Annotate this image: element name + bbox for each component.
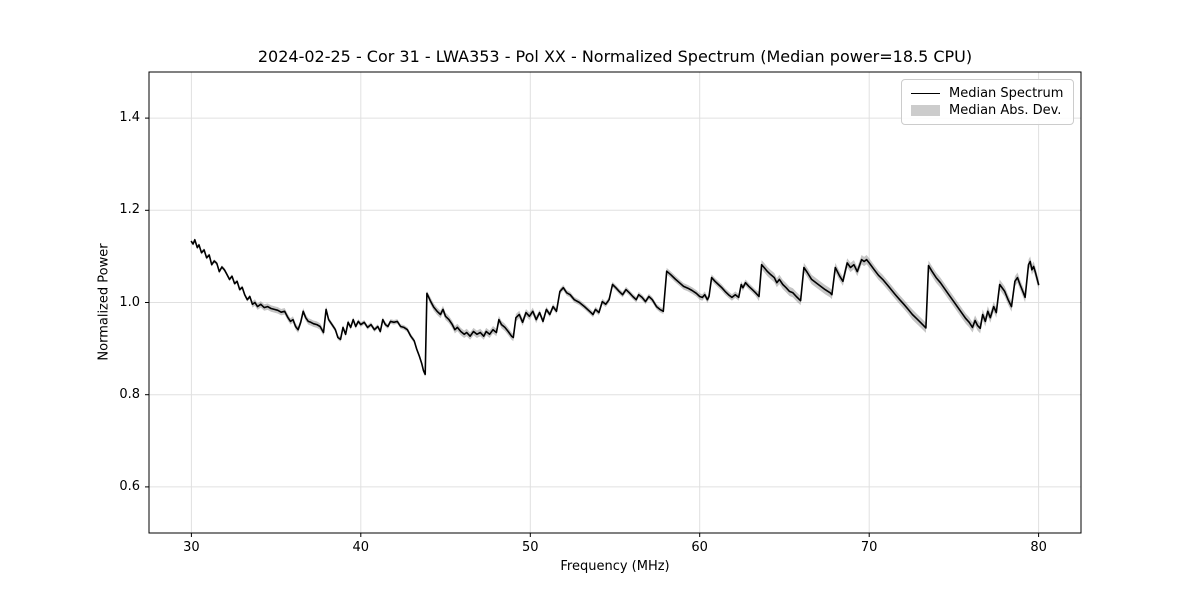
- x-tick-label: 50: [522, 540, 539, 555]
- x-tick-label: 80: [1030, 540, 1047, 555]
- y-tick-label: 1.0: [119, 294, 140, 310]
- x-tick-label: 40: [352, 540, 370, 555]
- median-spectrum-line: [190, 239, 1040, 376]
- y-tick-label: 1.4: [119, 110, 140, 126]
- mad-band-patch-sample-icon: [911, 105, 940, 116]
- legend-label-median-spectrum: Median Spectrum: [949, 86, 1064, 101]
- x-tick-label: 60: [691, 540, 708, 555]
- y-tick-label: 1.2: [119, 202, 140, 218]
- x-tick-label: 30: [183, 540, 200, 555]
- legend-item-median-abs-dev: Median Abs. Dev.: [911, 102, 1064, 119]
- mad-band: [191, 238, 1039, 377]
- legend-label-median-abs-dev: Median Abs. Dev.: [949, 103, 1062, 118]
- legend-item-median-spectrum: Median Spectrum: [911, 85, 1064, 102]
- x-tick-label: 70: [860, 540, 878, 555]
- y-tick-label: 0.8: [119, 386, 140, 402]
- legend: Median Spectrum Median Abs. Dev.: [901, 79, 1074, 125]
- y-tick-label: 0.6: [119, 478, 140, 494]
- median-spectrum-line-sample-icon: [911, 93, 940, 94]
- chart-title: 2024-02-25 - Cor 31 - LWA353 - Pol XX - …: [257, 47, 973, 66]
- x-axis-label: Frequency (MHz): [560, 559, 670, 574]
